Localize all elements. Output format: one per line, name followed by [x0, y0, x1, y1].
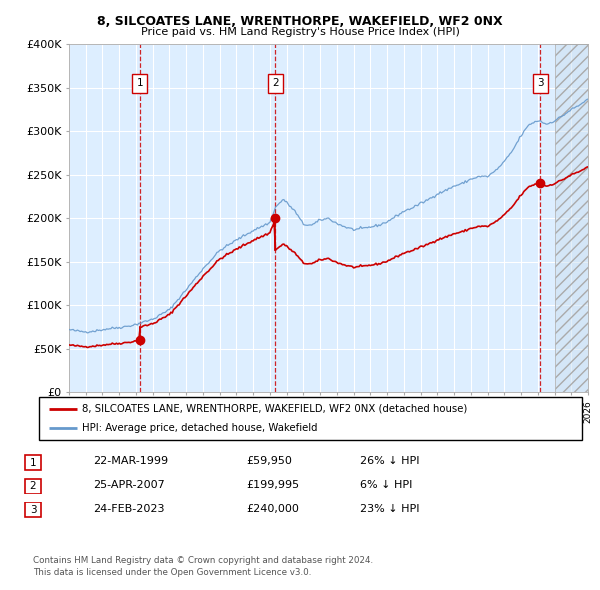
Text: Contains HM Land Registry data © Crown copyright and database right 2024.: Contains HM Land Registry data © Crown c…: [33, 556, 373, 565]
Text: £240,000: £240,000: [246, 504, 299, 513]
Text: 2: 2: [272, 78, 278, 88]
Text: 25-APR-2007: 25-APR-2007: [93, 480, 165, 490]
Text: 3: 3: [29, 505, 37, 514]
FancyBboxPatch shape: [25, 478, 41, 494]
Text: 8, SILCOATES LANE, WRENTHORPE, WAKEFIELD, WF2 0NX: 8, SILCOATES LANE, WRENTHORPE, WAKEFIELD…: [97, 15, 503, 28]
Text: HPI: Average price, detached house, Wakefield: HPI: Average price, detached house, Wake…: [82, 423, 318, 433]
FancyBboxPatch shape: [25, 455, 41, 470]
FancyBboxPatch shape: [25, 502, 41, 517]
Text: 6% ↓ HPI: 6% ↓ HPI: [360, 480, 412, 490]
FancyBboxPatch shape: [268, 74, 283, 93]
FancyBboxPatch shape: [132, 74, 147, 93]
Bar: [554, 44, 588, 392]
Text: £59,950: £59,950: [246, 457, 292, 466]
Text: 3: 3: [537, 78, 544, 88]
Text: 8, SILCOATES LANE, WRENTHORPE, WAKEFIELD, WF2 0NX (detached house): 8, SILCOATES LANE, WRENTHORPE, WAKEFIELD…: [82, 404, 468, 414]
Text: 23% ↓ HPI: 23% ↓ HPI: [360, 504, 419, 513]
Bar: [554, 44, 588, 392]
Text: 22-MAR-1999: 22-MAR-1999: [93, 457, 168, 466]
Text: 1: 1: [29, 458, 37, 467]
FancyBboxPatch shape: [533, 74, 548, 93]
Text: Price paid vs. HM Land Registry's House Price Index (HPI): Price paid vs. HM Land Registry's House …: [140, 27, 460, 37]
FancyBboxPatch shape: [39, 397, 582, 440]
Text: This data is licensed under the Open Government Licence v3.0.: This data is licensed under the Open Gov…: [33, 568, 311, 577]
Text: 26% ↓ HPI: 26% ↓ HPI: [360, 457, 419, 466]
Text: 24-FEB-2023: 24-FEB-2023: [93, 504, 164, 513]
Text: 1: 1: [136, 78, 143, 88]
Text: 2: 2: [29, 481, 37, 491]
Text: £199,995: £199,995: [246, 480, 299, 490]
